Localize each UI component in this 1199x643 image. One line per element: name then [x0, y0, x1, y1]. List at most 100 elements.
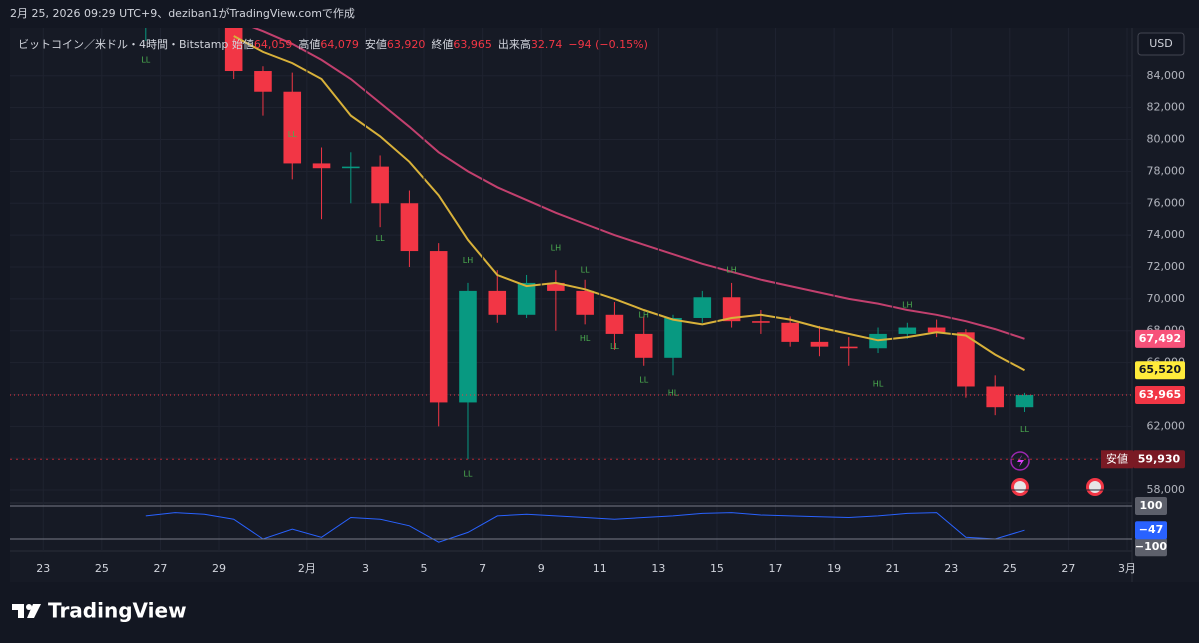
info-value: 63,920 [386, 38, 426, 51]
x-tick-label: 13 [651, 562, 665, 575]
annotation: LL [376, 234, 385, 243]
lightning-icon [1017, 455, 1024, 467]
annotation: LH [726, 266, 736, 275]
y-tick-label: 74,000 [1147, 228, 1186, 241]
annotation: LH [638, 310, 648, 319]
logo: TradingView [12, 599, 187, 623]
x-tick-label: 15 [710, 562, 724, 575]
info-value: 64,079 [320, 38, 359, 51]
info-label: 終値 [431, 38, 454, 51]
plot-layer: LL LL LL LH LL LH HL LL LL LL LH HL LH HL LH LL [10, 28, 1132, 491]
y-tick-label: 76,000 [1147, 196, 1186, 209]
x-tick-label: 23 [36, 562, 50, 575]
candle-body [576, 290, 594, 315]
flag-inner [1089, 481, 1101, 493]
info-value: 63,965 [453, 38, 492, 51]
y-tick-label: 70,000 [1147, 292, 1186, 305]
x-tick-label: 9 [538, 562, 545, 575]
logo-text: TradingView [48, 599, 187, 623]
y-tick-label: 62,000 [1147, 419, 1186, 432]
candle-body [986, 386, 1004, 408]
y-tick-label: 80,000 [1147, 133, 1186, 146]
plot-layer [145, 512, 1025, 543]
candle-body [517, 282, 536, 315]
annotation: LL [288, 130, 297, 139]
y-tick-label: 78,000 [1147, 164, 1186, 177]
x-tick-label: 29 [212, 562, 226, 575]
x-tick-label: 21 [886, 562, 900, 575]
symbol-title: ビットコイン／米ドル・4時間・Bitstamp [18, 38, 229, 51]
candle-body [839, 346, 858, 349]
x-tick-label: 27 [1061, 562, 1075, 575]
price-label-box [1135, 386, 1185, 405]
candle-body [957, 332, 975, 387]
candle-body [664, 317, 682, 358]
candle-body [459, 290, 477, 403]
candle-body [1015, 395, 1034, 408]
candle-body [429, 251, 448, 403]
candle-body [488, 290, 507, 315]
flag-inner [1014, 481, 1026, 493]
event-icon[interactable] [1010, 451, 1030, 471]
currency-button[interactable] [1137, 32, 1185, 56]
annotation: LH [902, 301, 912, 310]
info-label: 高値 [298, 38, 321, 51]
info-value: 32.74 [530, 38, 563, 51]
info-label: 安値 [364, 38, 387, 51]
y-tick-label: 72,000 [1147, 260, 1186, 273]
series-line [145, 512, 1025, 543]
x-tick-label: 2月 [298, 562, 316, 575]
x-tick-label: 19 [827, 562, 841, 575]
annotation: HL [580, 334, 591, 343]
x-tick-label: 7 [479, 562, 486, 575]
annotation: LH [463, 256, 473, 265]
x-tick-label: 25 [95, 562, 109, 575]
x-tick-label: 17 [769, 562, 783, 575]
info-value: −94 (−0.15%) [568, 38, 648, 51]
candle-body [722, 297, 741, 322]
price-label: 63,965 [1139, 388, 1181, 401]
y-tick-label: 84,000 [1147, 69, 1186, 82]
candle-body [342, 166, 360, 169]
x-tick-label: 27 [153, 562, 167, 575]
candle-body [547, 282, 565, 291]
price-label-box [1135, 521, 1167, 540]
candle-body [254, 71, 272, 92]
y-tick-label: 58,000 [1147, 483, 1186, 496]
price-label: 59,930 [1138, 452, 1181, 465]
price-label-box [1135, 496, 1167, 515]
annotation: LL [581, 266, 590, 275]
candle-body [634, 333, 653, 358]
x-tick-label: 3月 [1118, 562, 1136, 575]
candle-body [400, 203, 419, 252]
x-tick-label: 3 [362, 562, 369, 575]
candle-body [693, 297, 712, 318]
info-label: 始値 [231, 38, 254, 51]
price-label: 67,492 [1139, 332, 1181, 345]
candle-body [752, 321, 770, 323]
price-label: 65,520 [1139, 363, 1182, 376]
plot-background [10, 28, 1199, 582]
annotation: HL [873, 380, 884, 389]
x-tick-label: 25 [1003, 562, 1017, 575]
info-value: 64,059 [253, 38, 293, 51]
candle-body [781, 322, 799, 342]
info-label: 出来高 [497, 38, 531, 51]
price-label: −100 [1135, 540, 1168, 553]
candle-body [810, 341, 829, 347]
candle-body [312, 163, 331, 169]
x-tick-label: 23 [944, 562, 958, 575]
annotation: LL [141, 55, 150, 64]
price-label-box [1135, 329, 1185, 348]
annotation: HL [668, 388, 679, 397]
annotation: LH [551, 243, 561, 252]
price-label-box [1135, 538, 1167, 557]
price-label-box [1135, 361, 1185, 380]
currency-label: USD [1149, 37, 1173, 50]
x-tick-label: 5 [421, 562, 428, 575]
price-label: −47 [1139, 523, 1164, 536]
header-text: 2月 25, 2026 09:29 UTC+9、deziban1がTrading… [10, 6, 355, 20]
candle-body [371, 166, 389, 204]
